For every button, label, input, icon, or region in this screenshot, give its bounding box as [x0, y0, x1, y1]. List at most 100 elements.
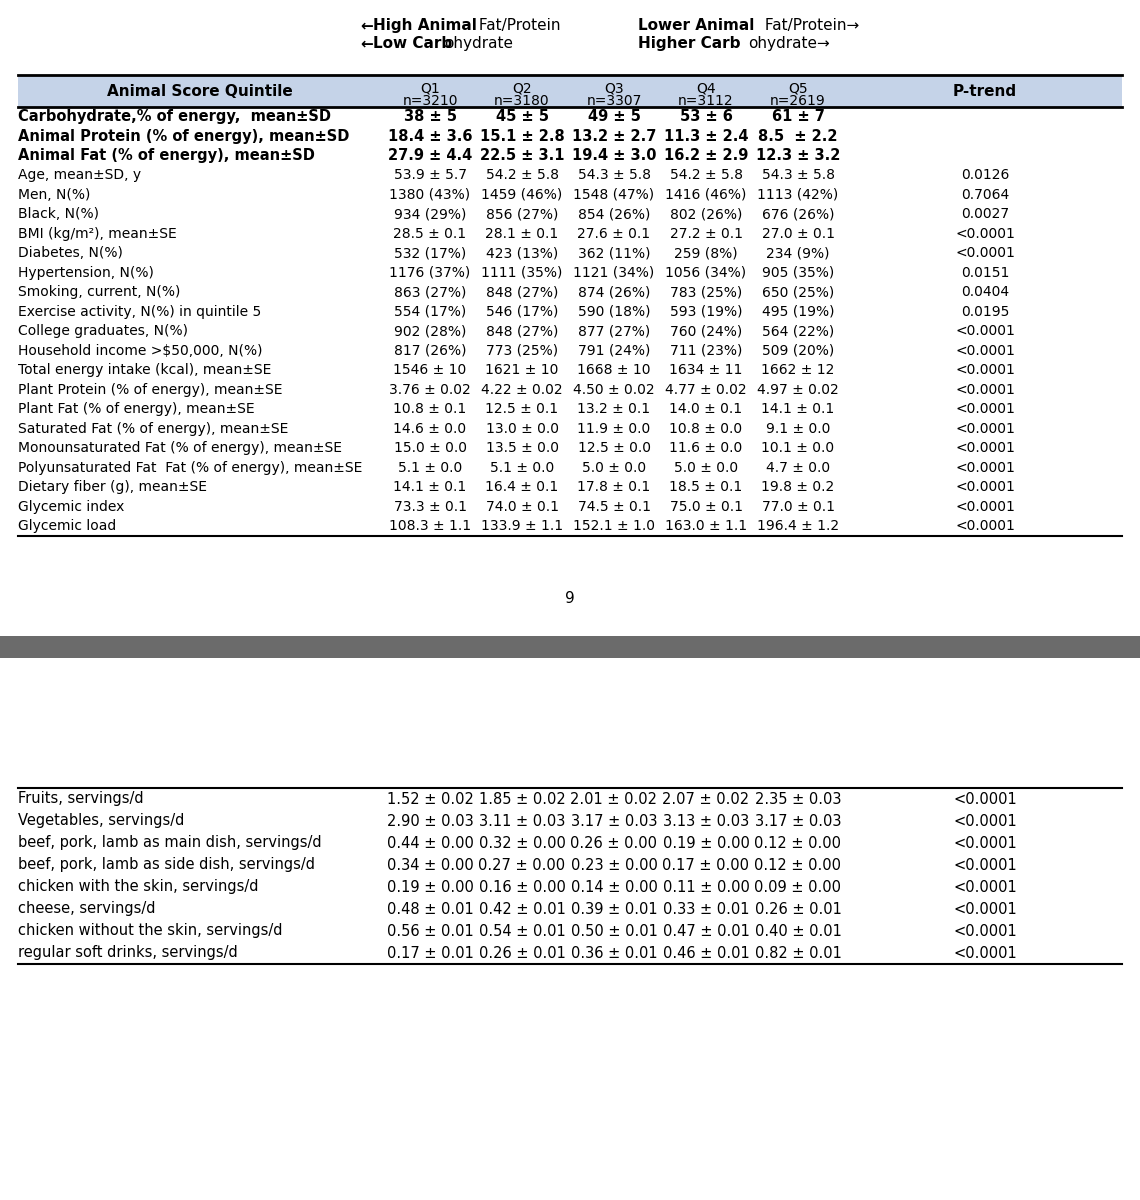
Text: <0.0001: <0.0001 [955, 421, 1015, 436]
Text: 12.3 ± 3.2: 12.3 ± 3.2 [756, 149, 840, 163]
Text: <0.0001: <0.0001 [953, 835, 1017, 851]
Text: 28.5 ± 0.1: 28.5 ± 0.1 [393, 227, 466, 241]
Text: <0.0001: <0.0001 [955, 364, 1015, 377]
Text: <0.0001: <0.0001 [953, 792, 1017, 806]
Text: 10.1 ± 0.0: 10.1 ± 0.0 [762, 442, 834, 455]
Text: 848 (27%): 848 (27%) [486, 286, 559, 299]
Text: P-trend: P-trend [953, 84, 1017, 98]
Text: <0.0001: <0.0001 [955, 442, 1015, 455]
Text: 27.6 ± 0.1: 27.6 ± 0.1 [578, 227, 651, 241]
Text: <0.0001: <0.0001 [955, 383, 1015, 397]
Text: 546 (17%): 546 (17%) [486, 305, 559, 319]
Text: 2.01 ± 0.02: 2.01 ± 0.02 [570, 792, 658, 806]
Text: 15.0 ± 0.0: 15.0 ± 0.0 [393, 442, 466, 455]
Text: 259 (8%): 259 (8%) [674, 246, 738, 260]
Text: 1111 (35%): 1111 (35%) [481, 265, 563, 280]
Text: 4.22 ± 0.02: 4.22 ± 0.02 [481, 383, 563, 397]
Text: <0.0001: <0.0001 [953, 880, 1017, 894]
Text: <0.0001: <0.0001 [953, 924, 1017, 938]
Text: Fat/Protein→: Fat/Protein→ [760, 18, 860, 32]
Text: 0.46 ± 0.01: 0.46 ± 0.01 [662, 946, 749, 960]
Text: Animal Score Quintile: Animal Score Quintile [107, 84, 293, 98]
Text: 554 (17%): 554 (17%) [394, 305, 466, 319]
Text: 74.0 ± 0.1: 74.0 ± 0.1 [486, 499, 559, 514]
Text: 2.90 ± 0.03: 2.90 ± 0.03 [386, 814, 473, 828]
Text: 4.7 ± 0.0: 4.7 ± 0.0 [766, 461, 830, 475]
Text: Plant Protein (% of energy), mean±SE: Plant Protein (% of energy), mean±SE [18, 383, 283, 397]
Text: Hypertension, N(%): Hypertension, N(%) [18, 265, 154, 280]
Text: 0.09 ± 0.00: 0.09 ± 0.00 [755, 880, 841, 894]
Text: 934 (29%): 934 (29%) [393, 208, 466, 221]
Text: 4.50 ± 0.02: 4.50 ± 0.02 [573, 383, 654, 397]
Text: 676 (26%): 676 (26%) [762, 208, 834, 221]
Text: 854 (26%): 854 (26%) [578, 208, 650, 221]
Text: 863 (27%): 863 (27%) [393, 286, 466, 299]
Text: 45 ± 5: 45 ± 5 [496, 109, 548, 125]
Text: 5.1 ± 0.0: 5.1 ± 0.0 [398, 461, 462, 475]
Text: 13.2 ± 0.1: 13.2 ± 0.1 [578, 402, 651, 416]
Text: 54.2 ± 5.8: 54.2 ± 5.8 [669, 168, 742, 182]
Text: n=3180: n=3180 [494, 94, 549, 108]
Text: 1668 ± 10: 1668 ± 10 [577, 364, 651, 377]
Text: 27.9 ± 4.4: 27.9 ± 4.4 [388, 149, 472, 163]
Text: 509 (20%): 509 (20%) [762, 343, 834, 358]
Text: ←: ← [360, 18, 373, 32]
Text: 0.0027: 0.0027 [961, 208, 1009, 221]
Text: 1546 ± 10: 1546 ± 10 [393, 364, 466, 377]
Text: 163.0 ± 1.1: 163.0 ± 1.1 [665, 520, 747, 533]
Text: 54.3 ± 5.8: 54.3 ± 5.8 [762, 168, 834, 182]
Text: ohydrate→: ohydrate→ [748, 36, 830, 50]
Text: 817 (26%): 817 (26%) [393, 343, 466, 358]
Text: Smoking, current, N(%): Smoking, current, N(%) [18, 286, 180, 299]
Text: 0.11 ± 0.00: 0.11 ± 0.00 [662, 880, 749, 894]
Text: 3.11 ± 0.03: 3.11 ± 0.03 [479, 814, 565, 828]
Text: Q5: Q5 [788, 82, 808, 96]
Text: 77.0 ± 0.1: 77.0 ± 0.1 [762, 499, 834, 514]
Text: <0.0001: <0.0001 [953, 814, 1017, 828]
Text: 5.0 ± 0.0: 5.0 ± 0.0 [581, 461, 646, 475]
Text: High Animal: High Animal [373, 18, 477, 32]
Text: 4.77 ± 0.02: 4.77 ± 0.02 [665, 383, 747, 397]
Text: 0.0151: 0.0151 [961, 265, 1009, 280]
Text: 905 (35%): 905 (35%) [762, 265, 834, 280]
Text: 0.26 ± 0.01: 0.26 ± 0.01 [755, 901, 841, 917]
Text: <0.0001: <0.0001 [955, 246, 1015, 260]
Text: 711 (23%): 711 (23%) [670, 343, 742, 358]
Text: 0.56 ± 0.01: 0.56 ± 0.01 [386, 924, 473, 938]
Text: 0.44 ± 0.00: 0.44 ± 0.00 [386, 835, 473, 851]
Text: <0.0001: <0.0001 [955, 324, 1015, 338]
Text: 0.17 ± 0.00: 0.17 ± 0.00 [662, 858, 749, 872]
Text: 1121 (34%): 1121 (34%) [573, 265, 654, 280]
Text: Carbohydrate,% of energy,  mean±SD: Carbohydrate,% of energy, mean±SD [18, 109, 331, 125]
Text: 12.5 ± 0.0: 12.5 ± 0.0 [578, 442, 651, 455]
Text: 53 ± 6: 53 ± 6 [679, 109, 732, 125]
Text: Q1: Q1 [421, 82, 440, 96]
Text: Total energy intake (kcal), mean±SE: Total energy intake (kcal), mean±SE [18, 364, 271, 377]
Text: 0.34 ± 0.00: 0.34 ± 0.00 [386, 858, 473, 872]
Text: 9: 9 [565, 590, 575, 606]
Text: 0.0126: 0.0126 [961, 168, 1009, 182]
Text: 15.1 ± 2.8: 15.1 ± 2.8 [480, 128, 564, 144]
Bar [18, 74, 1122, 107]
Text: 877 (27%): 877 (27%) [578, 324, 650, 338]
Text: 11.9 ± 0.0: 11.9 ± 0.0 [577, 421, 651, 436]
Text: <0.0001: <0.0001 [955, 343, 1015, 358]
Text: 108.3 ± 1.1: 108.3 ± 1.1 [389, 520, 471, 533]
Text: 18.5 ± 0.1: 18.5 ± 0.1 [669, 480, 742, 494]
Text: 0.47 ± 0.01: 0.47 ± 0.01 [662, 924, 749, 938]
Text: 4.97 ± 0.02: 4.97 ± 0.02 [757, 383, 839, 397]
Text: 11.3 ± 2.4: 11.3 ± 2.4 [663, 128, 748, 144]
Text: n=3112: n=3112 [678, 94, 734, 108]
Text: Dietary fiber (g), mean±SE: Dietary fiber (g), mean±SE [18, 480, 207, 494]
Text: 27.0 ± 0.1: 27.0 ± 0.1 [762, 227, 834, 241]
Text: 5.1 ± 0.0: 5.1 ± 0.0 [490, 461, 554, 475]
Text: Animal Fat (% of energy), mean±SD: Animal Fat (% of energy), mean±SD [18, 149, 315, 163]
Text: Household income >$50,000, N(%): Household income >$50,000, N(%) [18, 343, 262, 358]
Text: 564 (22%): 564 (22%) [762, 324, 834, 338]
Text: ohydrate: ohydrate [443, 36, 513, 50]
Text: 0.40 ± 0.01: 0.40 ± 0.01 [755, 924, 841, 938]
Text: 0.50 ± 0.01: 0.50 ± 0.01 [570, 924, 658, 938]
Text: 760 (24%): 760 (24%) [670, 324, 742, 338]
Text: chicken with the skin, servings/d: chicken with the skin, servings/d [18, 880, 259, 894]
Text: 18.4 ± 3.6: 18.4 ± 3.6 [388, 128, 472, 144]
